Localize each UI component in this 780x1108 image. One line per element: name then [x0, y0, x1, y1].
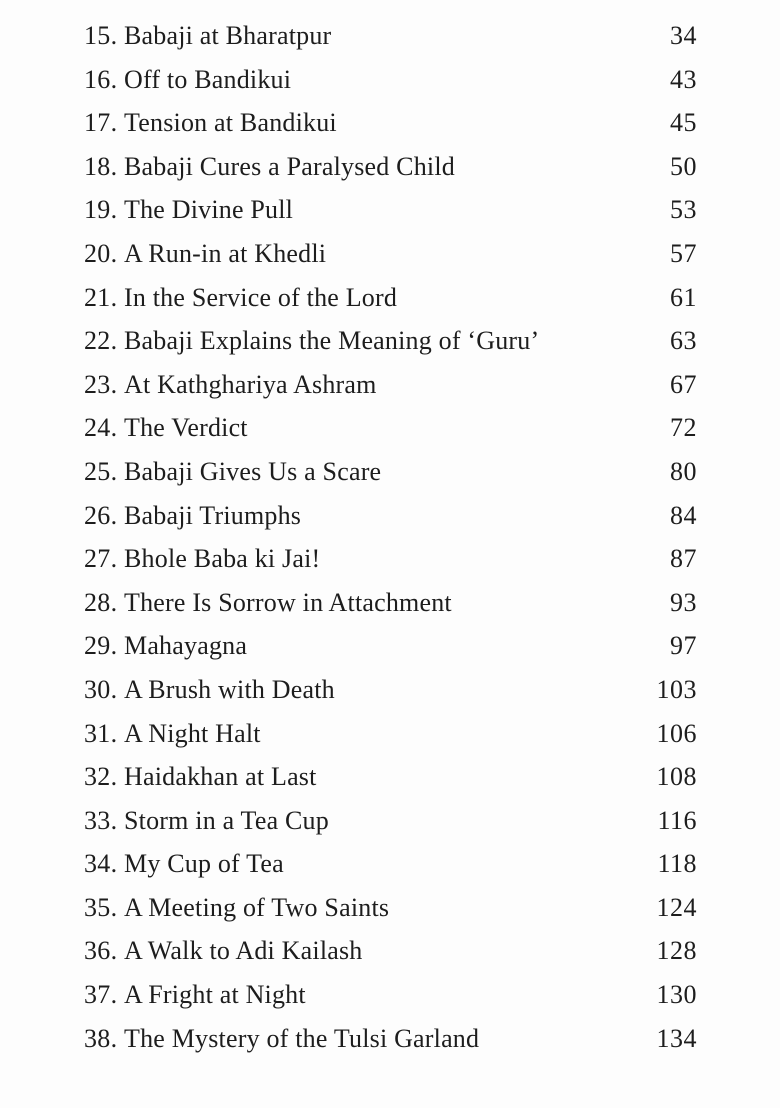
chapter-title: Babaji at Bharatpur [124, 21, 332, 50]
page-number: 45 [670, 108, 697, 138]
chapter-number: 19. [84, 195, 118, 225]
toc-entry: 35. A Meeting of Two Saints 124 [0, 893, 780, 937]
chapter-title: Babaji Cures a Paralysed Child [124, 151, 455, 181]
toc-entry: 18. Babaji Cures a Paralysed Child 50 [0, 152, 780, 196]
chapter-number: 26. [84, 500, 118, 530]
chapter-number: 21. [84, 282, 118, 312]
chapter-title: My Cup of Tea [124, 849, 284, 879]
chapter-title: Mahayagna [124, 631, 248, 661]
chapter-title: In the Service of the Lord [124, 282, 398, 312]
page-number: 63 [670, 326, 697, 356]
toc-entry: 32. Haidakhan at Last 108 [0, 762, 780, 806]
toc-entry: 33. Storm in a Tea Cup 116 [0, 806, 780, 850]
chapter-number: 24. [84, 413, 118, 443]
chapter-title: Tension at Bandikui [124, 108, 337, 138]
page-number: 103 [656, 674, 697, 704]
toc-entry: 22. Babaji Explains the Meaning of ‘Guru… [0, 326, 780, 370]
chapter-title: A Night Halt [124, 718, 261, 748]
toc-entry: 31. A Night Halt 106 [0, 719, 780, 763]
toc-entry: 28. There Is Sorrow in Attachment 93 [0, 588, 780, 632]
chapter-title: At Kathghariya Ashram [124, 369, 377, 399]
chapter-title: There Is Sorrow in Attachment [124, 587, 452, 617]
chapter-number: 34. [84, 849, 118, 879]
page-number: 34 [670, 21, 697, 50]
chapter-title: A Run-in at Khedli [124, 238, 327, 268]
chapter-number: 36. [84, 936, 118, 966]
page-number: 116 [657, 805, 697, 835]
chapter-number: 31. [84, 718, 118, 748]
chapter-number: 29. [84, 631, 118, 661]
page-number: 106 [656, 718, 697, 748]
page-number: 67 [670, 369, 697, 399]
page-number: 124 [656, 892, 697, 922]
chapter-title: Babaji Explains the Meaning of ‘Guru’ [124, 326, 540, 356]
toc-entry: 30. A Brush with Death 103 [0, 675, 780, 719]
chapter-number: 37. [84, 980, 118, 1010]
page-number: 93 [670, 587, 697, 617]
toc-entry: 26. Babaji Triumphs 84 [0, 501, 780, 545]
chapter-title: Storm in a Tea Cup [124, 805, 329, 835]
chapter-title: The Mystery of the Tulsi Garland [124, 1023, 480, 1053]
chapter-number: 28. [84, 587, 118, 617]
toc-entry: 34. My Cup of Tea 118 [0, 849, 780, 893]
chapter-title: A Brush with Death [124, 674, 335, 704]
chapter-number: 17. [84, 108, 118, 138]
chapter-title: A Walk to Adi Kailash [124, 936, 363, 966]
chapter-title: A Fright at Night [124, 980, 306, 1010]
toc-entry: 38. The Mystery of the Tulsi Garland 134 [0, 1024, 780, 1068]
chapter-number: 23. [84, 369, 118, 399]
page-number: 50 [670, 151, 697, 181]
toc-entry: 17. Tension at Bandikui 45 [0, 108, 780, 152]
page-number: 130 [656, 980, 697, 1010]
chapter-title: Haidakhan at Last [124, 762, 317, 792]
toc-entry: 15. Babaji at Bharatpur 34 [0, 21, 780, 65]
chapter-number: 16. [84, 64, 118, 94]
chapter-title: Babaji Gives Us a Scare [124, 456, 382, 486]
chapter-number: 25. [84, 456, 118, 486]
toc-entry: 20. A Run-in at Khedli 57 [0, 239, 780, 283]
toc-entry: 19. The Divine Pull 53 [0, 195, 780, 239]
chapter-number: 35. [84, 892, 118, 922]
chapter-number: 15. [84, 21, 118, 50]
page-number: 118 [657, 849, 697, 879]
chapter-title: Off to Bandikui [124, 64, 292, 94]
chapter-number: 22. [84, 326, 118, 356]
page-number: 61 [670, 282, 697, 312]
chapter-number: 38. [84, 1023, 118, 1053]
chapter-number: 18. [84, 151, 118, 181]
page-number: 134 [656, 1023, 697, 1053]
chapter-title: The Verdict [124, 413, 248, 443]
toc-entry: 16. Off to Bandikui 43 [0, 65, 780, 109]
chapter-title: Babaji Triumphs [124, 500, 302, 530]
toc-entry: 37. A Fright at Night 130 [0, 980, 780, 1024]
page-number: 72 [670, 413, 697, 443]
page-number: 128 [656, 936, 697, 966]
chapter-number: 32. [84, 762, 118, 792]
chapter-title: The Divine Pull [124, 195, 294, 225]
toc-entry: 29. Mahayagna 97 [0, 631, 780, 675]
toc-list: 15. Babaji at Bharatpur 34 16. Off to Ba… [0, 21, 780, 1067]
chapter-title: A Meeting of Two Saints [124, 892, 390, 922]
toc-entry: 25. Babaji Gives Us a Scare 80 [0, 457, 780, 501]
toc-entry: 36. A Walk to Adi Kailash 128 [0, 936, 780, 980]
page-number: 97 [670, 631, 697, 661]
page-number: 43 [670, 64, 697, 94]
toc-entry: 23. At Kathghariya Ashram 67 [0, 370, 780, 414]
toc-entry: 21. In the Service of the Lord 61 [0, 283, 780, 327]
page-number: 87 [670, 544, 697, 574]
toc-entry: 27. Bhole Baba ki Jai! 87 [0, 544, 780, 588]
chapter-number: 27. [84, 544, 118, 574]
chapter-number: 20. [84, 238, 118, 268]
toc-entry: 24. The Verdict 72 [0, 413, 780, 457]
page-number: 80 [670, 456, 697, 486]
chapter-number: 30. [84, 674, 118, 704]
page-number: 108 [656, 762, 697, 792]
chapter-title: Bhole Baba ki Jai! [124, 544, 321, 574]
page-number: 57 [670, 238, 697, 268]
chapter-number: 33. [84, 805, 118, 835]
page-number: 53 [670, 195, 697, 225]
page-number: 84 [670, 500, 697, 530]
